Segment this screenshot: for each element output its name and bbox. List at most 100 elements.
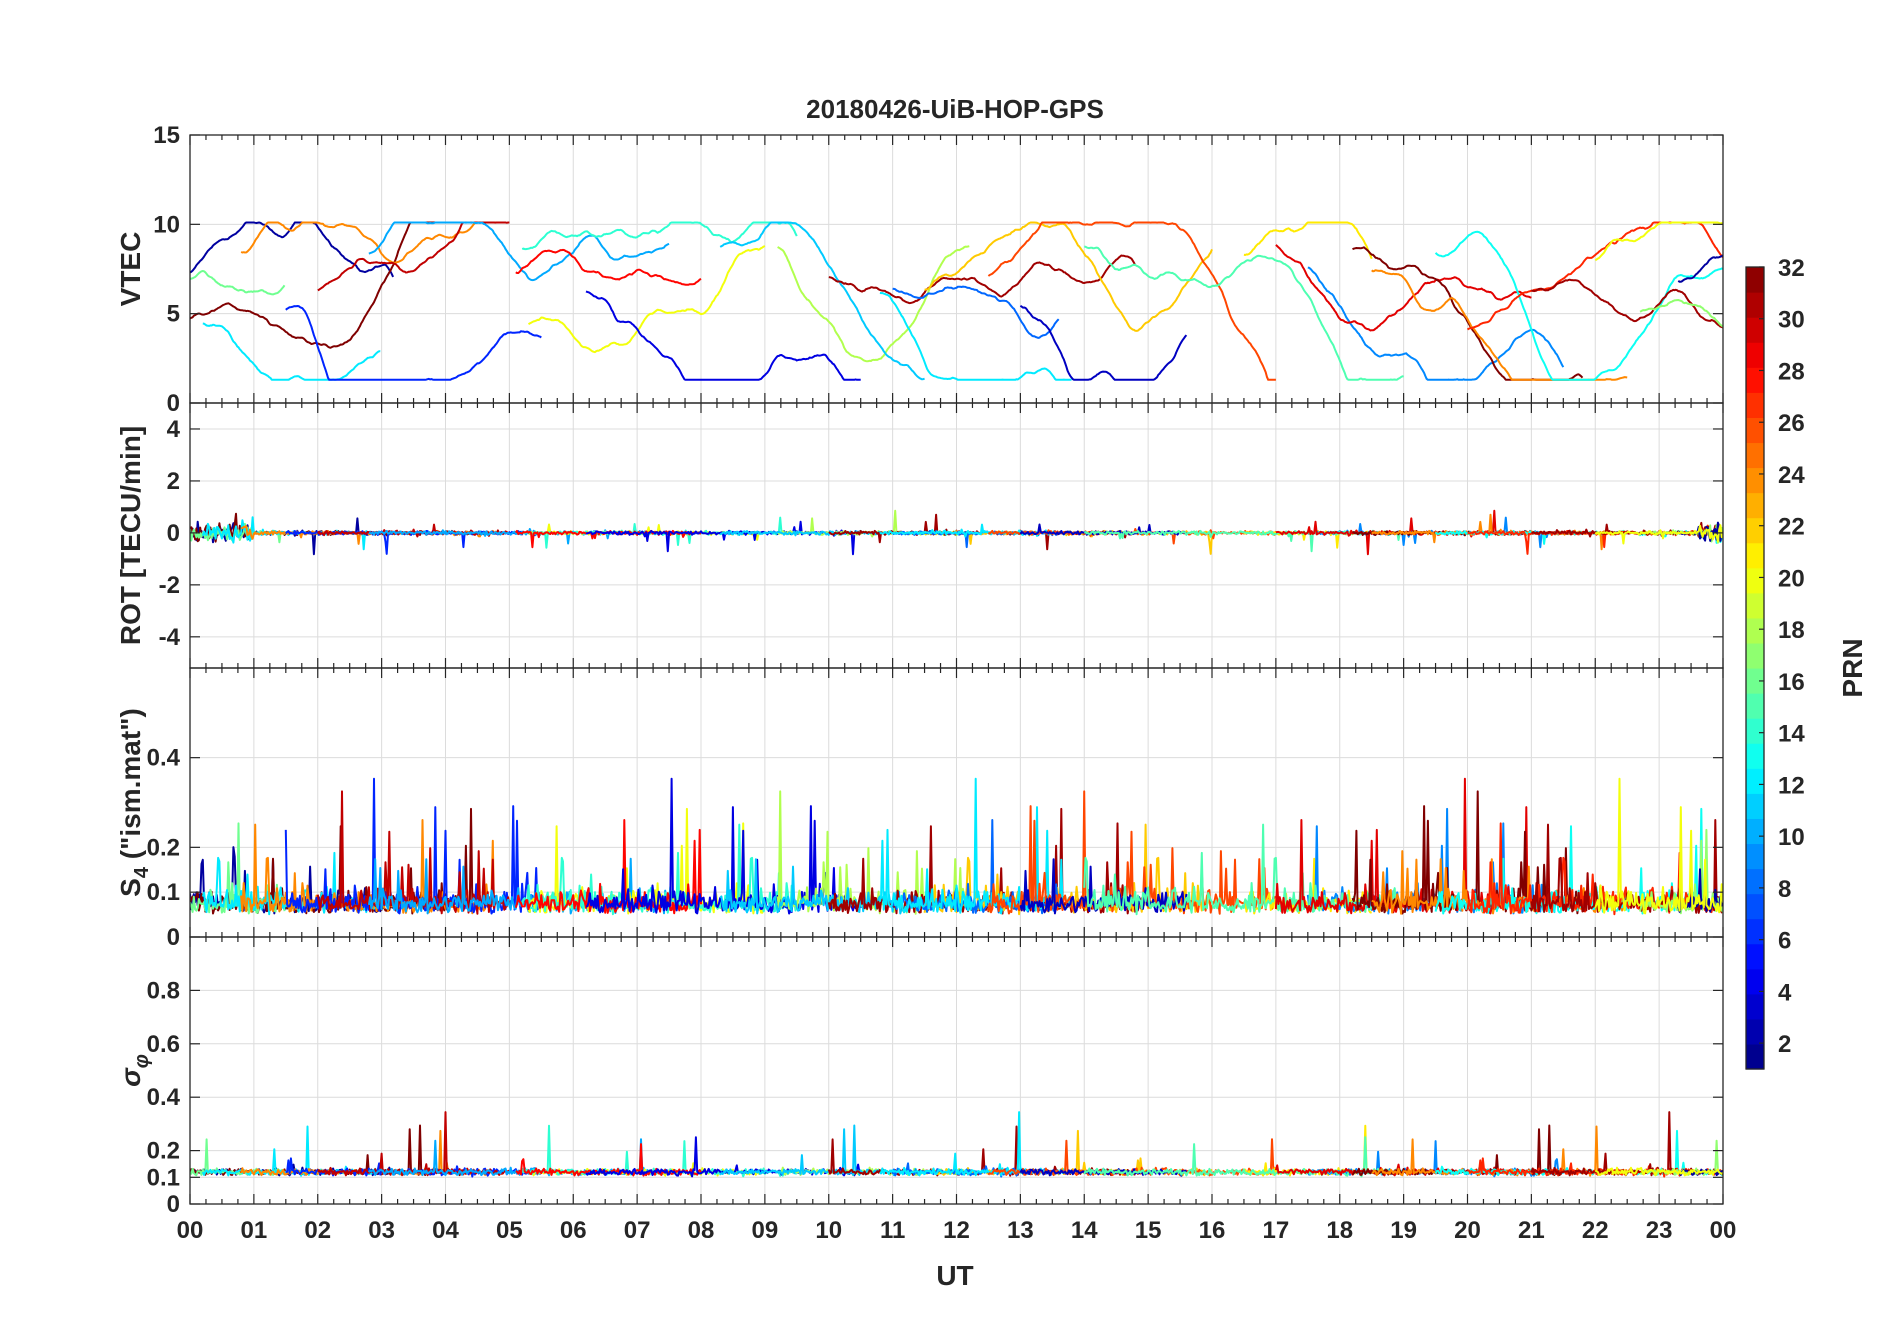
y-tick-label-sigma: 0 — [167, 1191, 180, 1218]
y-tick-label-s4: 0.1 — [147, 879, 180, 906]
colorbar-segment — [1746, 993, 1764, 1020]
x-tick-label: 21 — [1518, 1217, 1545, 1244]
x-tick-label: 11 — [880, 1217, 905, 1244]
colorbar-tick-label: 6 — [1778, 928, 1791, 955]
colorbar-frame — [1745, 266, 1765, 1070]
panel-s4: 0 0.1 0.2 0.4S4 ("ism.mat") — [115, 667, 1724, 951]
colorbar-tick-label: 18 — [1778, 617, 1805, 644]
colorbar-tick-label: 8 — [1778, 876, 1791, 903]
series-vtec-prn-15-22 — [1084, 245, 1404, 381]
colorbar-segment — [1746, 868, 1764, 895]
y-tick-label-rot: -4 — [159, 624, 181, 651]
x-tick-label: 13 — [1007, 1217, 1034, 1244]
series-vtec-prn-17-29 — [1639, 299, 1723, 328]
y-axis-label-sigma: σφ — [115, 1054, 153, 1087]
x-tick-label: 04 — [432, 1217, 459, 1244]
series-vtec-prn-20-8 — [527, 245, 766, 354]
series-group-vtec — [190, 221, 1723, 381]
series-s4-prn-3-19 — [1019, 858, 1188, 915]
x-axis: 00 01 02 03 04 05 06 07 08 09 10 11 12 13 14 15 16 17 18 19… — [177, 1217, 1737, 1244]
x-tick-label: 00 — [1710, 1217, 1737, 1244]
x-tick-label: 15 — [1135, 1217, 1162, 1244]
series-s4-prn-20-31 — [1594, 777, 1723, 915]
x-tick-label: 00 — [177, 1217, 204, 1244]
series-vtec-prn-3-19 — [1019, 304, 1188, 381]
series-rot-prn-20-31 — [1594, 524, 1723, 545]
colorbar-tick-label: 26 — [1778, 410, 1805, 437]
colorbar-segment — [1746, 342, 1764, 368]
colorbar-segment — [1746, 943, 1764, 970]
colorbar-segment — [1746, 1018, 1764, 1045]
colorbar-tick-label: 12 — [1778, 772, 1805, 799]
series-vtec-prn-12-3 — [202, 322, 381, 381]
x-tick-label: 05 — [496, 1217, 523, 1244]
x-tick-label: 03 — [368, 1217, 395, 1244]
series-vtec-prn-29-23 — [1275, 244, 1532, 332]
y-tick-label-vtec: 5 — [167, 301, 180, 328]
chart-title: 20180426-UiB-HOP-GPS — [806, 94, 1104, 124]
x-tick-label: 22 — [1582, 1217, 1609, 1244]
colorbar-segment — [1746, 492, 1764, 519]
colorbar-tick-label: 32 — [1778, 255, 1805, 282]
x-tick-label: 02 — [304, 1217, 331, 1244]
series-vtec-prn-20-31 — [1594, 221, 1723, 262]
colorbar-segment — [1746, 267, 1764, 293]
y-axis-label-rot: ROT [TECU/min] — [115, 426, 146, 645]
colorbar-segment — [1746, 442, 1764, 469]
series-vtec-prn-12-17 — [879, 291, 1072, 381]
x-tick-label: 23 — [1646, 1217, 1673, 1244]
colorbar-tick-label: 30 — [1778, 307, 1805, 334]
colorbar-segment — [1746, 893, 1764, 920]
y-tick-label-rot: 2 — [167, 468, 180, 495]
series-vtec-prn-22-15 — [924, 221, 1213, 332]
x-tick-label: 09 — [752, 1217, 779, 1244]
colorbar-segment — [1746, 1043, 1764, 1070]
colorbar-segment — [1746, 317, 1764, 343]
colorbar-tick-label: 2 — [1778, 1031, 1791, 1058]
series-vtec-prn-11-13 — [719, 221, 925, 381]
series-vtec-prn-26-18 — [987, 221, 1276, 381]
colorbar-segment — [1746, 417, 1764, 444]
series-vtec-prn-4-11 — [585, 290, 861, 381]
colorbar-segment — [1746, 768, 1764, 794]
series-vtec-prn-14-9 — [521, 221, 798, 251]
series-sigma-prn-20-31 — [1594, 1166, 1723, 1177]
colorbar-segment — [1746, 542, 1764, 569]
series-vtec-prn-18-12 — [777, 245, 970, 363]
series-vtec-prn-13-26 — [1434, 230, 1723, 381]
series-group-rot — [190, 509, 1723, 556]
x-tick-label: 14 — [1071, 1217, 1098, 1244]
colorbar-segment — [1746, 292, 1764, 318]
y-tick-label-s4: 0.4 — [147, 745, 181, 772]
colorbar-tick-label: 4 — [1778, 979, 1792, 1006]
x-tick-label: 17 — [1263, 1217, 1290, 1244]
y-tick-label-vtec: 10 — [153, 211, 180, 238]
series-group-sigma — [190, 1111, 1723, 1178]
series-vtec-prn-24-4 — [240, 221, 497, 264]
colorbar-segment — [1746, 743, 1764, 769]
y-axis-label-vtec: VTEC — [115, 232, 146, 307]
y-tick-label-vtec: 15 — [153, 122, 180, 149]
colorbar-segment — [1746, 918, 1764, 945]
y-tick-label-sigma: 0.8 — [147, 977, 180, 1004]
series-vtec-prn-28-10 — [515, 248, 702, 286]
x-tick-label: 07 — [624, 1217, 651, 1244]
series-vtec-prn-2-30 — [1677, 254, 1723, 283]
colorbar-segment — [1746, 592, 1764, 619]
x-tick-label: 06 — [560, 1217, 587, 1244]
colorbar-segment — [1746, 693, 1764, 719]
x-tick-label: 08 — [688, 1217, 715, 1244]
series-vtec-prn-21-20 — [1243, 221, 1373, 260]
colorbar-segment — [1746, 968, 1764, 995]
series-vtec-prn-31-14 — [828, 254, 1137, 305]
series-vtec-prn-10-7 — [368, 221, 670, 282]
colorbar-segment — [1746, 793, 1764, 819]
x-tick-label: 18 — [1326, 1217, 1353, 1244]
x-tick-label: 16 — [1199, 1217, 1226, 1244]
y-axis-label-s4: S4 ("ism.mat") — [115, 708, 153, 897]
series-group-s4 — [190, 777, 1723, 916]
colorbar-tick-label: 10 — [1778, 824, 1805, 851]
colorbar-segment — [1746, 567, 1764, 594]
